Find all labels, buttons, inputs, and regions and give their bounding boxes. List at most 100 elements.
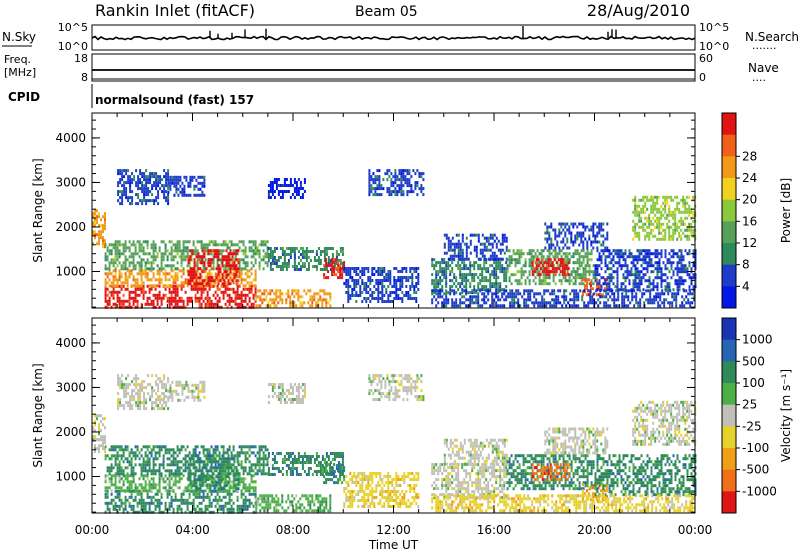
data-cell [542, 270, 544, 273]
data-cell [331, 270, 333, 273]
data-cell [181, 300, 183, 303]
data-cell [163, 193, 165, 196]
data-cell [179, 240, 181, 243]
data-cell [410, 175, 412, 178]
data-cell [491, 292, 493, 295]
data-cell [572, 241, 574, 244]
data-cell [392, 184, 394, 187]
data-cell [375, 297, 377, 300]
data-cell [551, 292, 553, 295]
data-cell [645, 255, 647, 258]
data-cell [232, 279, 234, 282]
data-cell [681, 304, 683, 307]
data-cell [635, 292, 637, 295]
data-cell [576, 235, 578, 238]
data-cell [253, 249, 255, 252]
data-cell [636, 205, 638, 208]
data-cell [94, 423, 96, 426]
data-cell [115, 258, 117, 261]
data-cell [662, 235, 664, 238]
data-cell [677, 289, 679, 292]
data-cell [332, 247, 334, 250]
data-cell [226, 273, 228, 276]
data-cell [167, 179, 169, 182]
data-cell [412, 190, 414, 193]
data-cell [135, 499, 137, 502]
data-cell [271, 301, 273, 304]
data-cell [337, 276, 339, 279]
data-cell [349, 294, 351, 297]
data-cell [96, 218, 98, 221]
data-cell [381, 288, 383, 291]
data-cell [237, 303, 239, 306]
data-cell [100, 233, 102, 236]
data-cell [403, 294, 405, 297]
data-cell [475, 289, 477, 292]
data-cell [105, 489, 107, 492]
data-cell [141, 187, 143, 190]
data-cell [195, 185, 197, 188]
data-cell [131, 490, 133, 493]
data-cell [125, 187, 127, 190]
data-cell [383, 279, 385, 282]
data-cell [296, 187, 298, 190]
data-cell [143, 269, 145, 272]
data-cell [129, 303, 131, 306]
data-cell [169, 240, 171, 243]
data-cell [171, 477, 173, 480]
data-cell [282, 253, 284, 256]
data-cell [406, 184, 408, 187]
data-cell [621, 298, 623, 301]
data-cell [513, 273, 515, 276]
data-cell [243, 294, 245, 297]
data-cell [300, 253, 302, 256]
data-cell [224, 255, 226, 258]
data-cell [105, 243, 107, 246]
data-cell [461, 273, 463, 276]
data-cell [200, 267, 202, 270]
data-cell [503, 304, 505, 307]
data-cell [381, 267, 383, 270]
data-cell [557, 252, 559, 255]
data-cell [545, 304, 547, 307]
data-cell [515, 289, 517, 292]
data-cell [316, 265, 318, 268]
data-cell [657, 252, 659, 255]
data-cell [577, 273, 579, 276]
data-cell [295, 304, 297, 307]
data-cell [685, 249, 687, 252]
data-cell [179, 269, 181, 272]
data-cell [218, 270, 220, 273]
data-cell [169, 272, 171, 275]
data-cell [433, 258, 435, 261]
data-cell [541, 249, 543, 252]
data-cell [539, 252, 541, 255]
data-cell [355, 270, 357, 273]
data-cell [275, 298, 277, 301]
data-cell [183, 493, 185, 496]
data-cell [583, 255, 585, 258]
data-cell [499, 270, 501, 273]
data-cell [284, 265, 286, 268]
data-cell [439, 261, 441, 264]
data-cell [312, 250, 314, 253]
data-cell [216, 273, 218, 276]
data-cell [213, 285, 215, 288]
data-cell [308, 250, 310, 253]
data-cell [247, 275, 249, 278]
data-cell [478, 258, 480, 261]
data-cell [145, 187, 147, 190]
data-cell [123, 181, 125, 184]
data-cell [445, 273, 447, 276]
data-cell [664, 202, 666, 205]
data-cell [417, 276, 419, 279]
data-cell [469, 295, 471, 298]
data-cell [149, 489, 151, 492]
data-cell [574, 223, 576, 226]
data-cell [643, 301, 645, 304]
data-cell [145, 267, 147, 270]
data-cell [418, 175, 420, 178]
data-cell [680, 223, 682, 226]
data-cell [564, 261, 566, 264]
data-cell [401, 297, 403, 300]
